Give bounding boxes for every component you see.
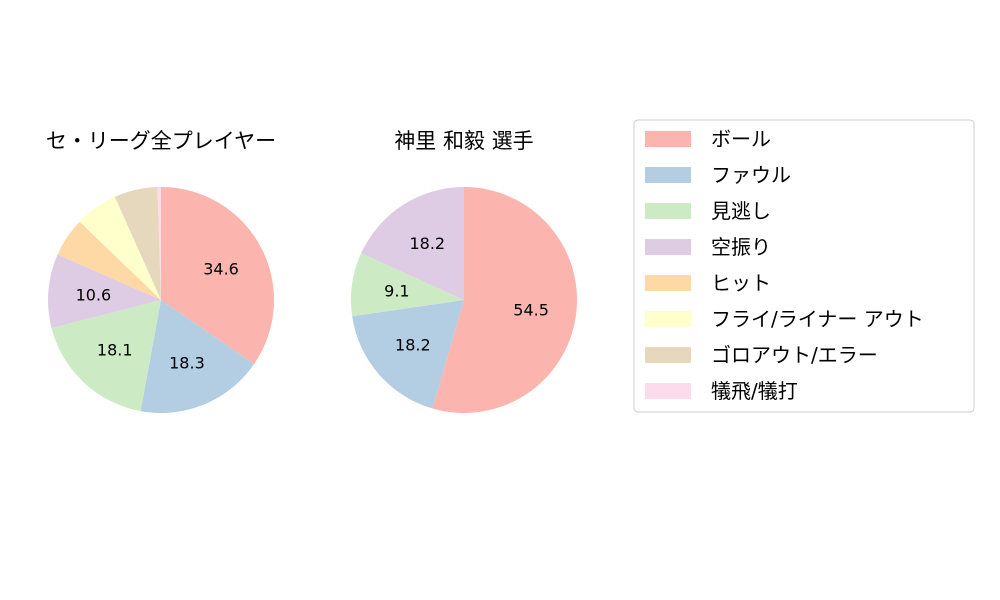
legend-swatch (645, 311, 691, 327)
slice-label: 9.1 (384, 281, 409, 300)
legend-swatch (645, 239, 691, 255)
slice-label: 34.6 (203, 259, 239, 278)
pie-2: 神里 和毅 選手 54.5 18.2 9.1 18.2 (351, 129, 577, 413)
slice-label: 54.5 (513, 301, 549, 320)
legend-label: ファウル (711, 163, 791, 187)
legend-swatch (645, 347, 691, 363)
slice-label: 18.1 (97, 341, 133, 360)
legend-swatch (645, 167, 691, 183)
pie-slice (157, 187, 161, 300)
slice-label: 18.2 (395, 336, 431, 355)
pie-slice (79, 196, 161, 300)
pie-slice (352, 300, 464, 409)
legend-label: ヒット (711, 271, 771, 295)
legend-label: ゴロアウト/エラー (711, 343, 878, 367)
slice-label: 10.6 (76, 285, 112, 304)
pie-title: 神里 和毅 選手 (394, 129, 533, 153)
legend-swatch (645, 383, 691, 399)
pie-slice (361, 187, 464, 300)
legend-frame (633, 119, 975, 413)
legend-swatch (645, 275, 691, 291)
legend-label: フライ/ライナー アウト (711, 307, 924, 331)
legend-label: ボール (711, 127, 771, 151)
pie-slice (57, 221, 162, 300)
pie-title: セ・リーグ全プレイヤー (46, 129, 276, 153)
pie-slice (51, 300, 161, 412)
legend-swatch (645, 131, 691, 147)
pie-slice (432, 187, 577, 413)
legend-label: 空振り (711, 235, 771, 259)
pie-slice (114, 187, 161, 300)
pie-1: セ・リーグ全プレイヤー 34.6 18.3 18.1 10.6 (46, 129, 276, 413)
pie-slice (161, 187, 274, 365)
pie-slice (140, 300, 255, 413)
legend-label: 犠飛/犠打 (711, 379, 798, 403)
slice-label: 18.2 (409, 234, 445, 253)
pie-slice (47, 254, 161, 329)
slice-label: 18.3 (169, 354, 205, 373)
legend-swatch (645, 203, 691, 219)
legend-label: 見逃し (711, 199, 771, 223)
pie-slice (351, 253, 464, 317)
